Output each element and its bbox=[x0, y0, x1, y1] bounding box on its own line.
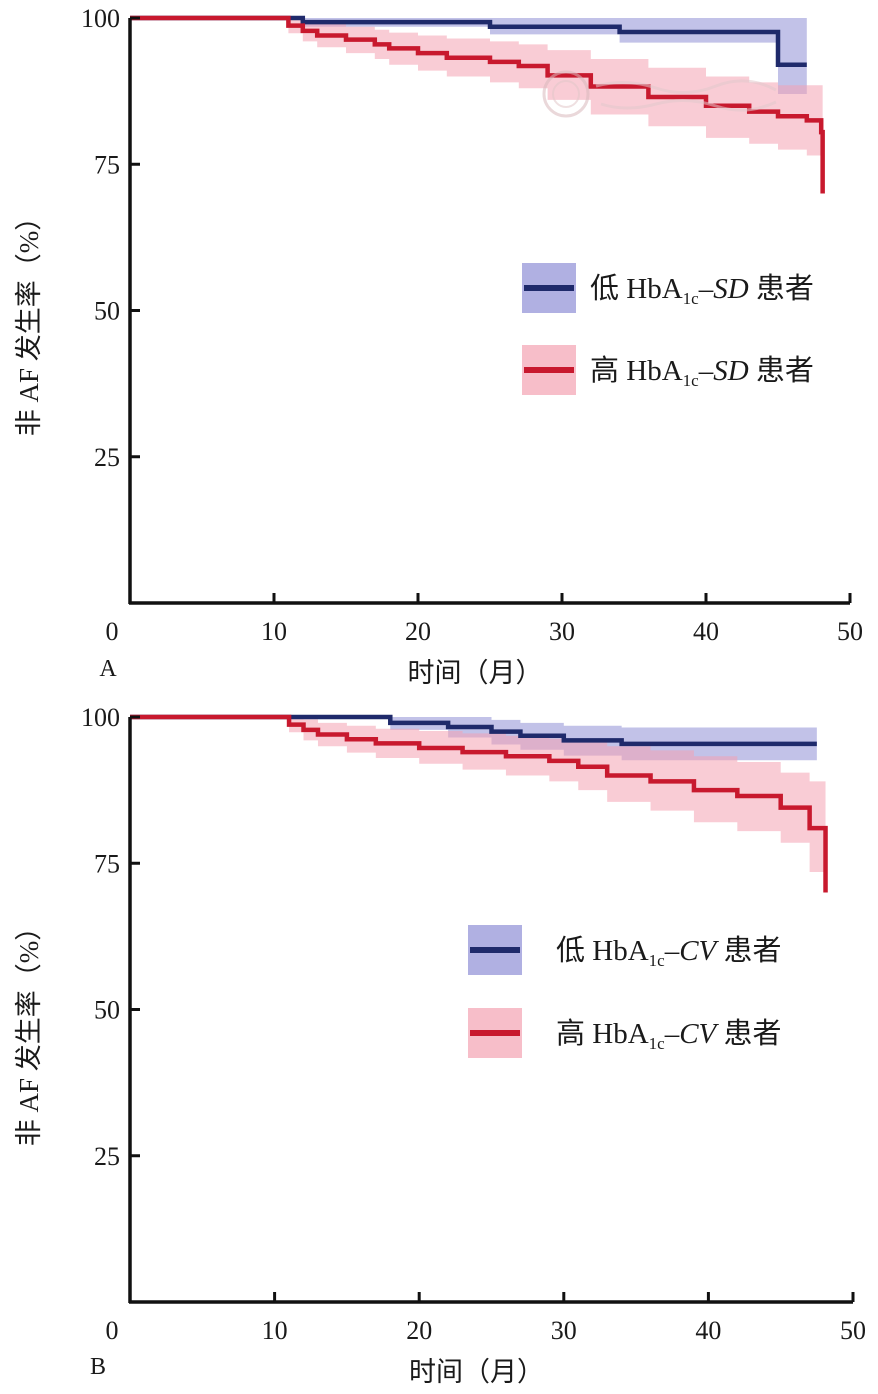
x-axis-title: 时间（月） bbox=[408, 658, 543, 688]
low-group-survival-line bbox=[130, 15, 807, 68]
panel-b: 0 10 20 30 40 50 25 50 75 100 非 AF 发生率（%） 时间（月） B 低 H… bbox=[14, 703, 866, 1387]
y-tick-label: 25 bbox=[94, 1142, 120, 1171]
y-tick-label: 75 bbox=[94, 150, 120, 179]
y-tick-label: 100 bbox=[81, 703, 120, 732]
y-axis-title: 非 AF 发生率（%） bbox=[14, 914, 44, 1147]
x-tick-label: 20 bbox=[406, 1316, 432, 1345]
high-group-survival-line bbox=[130, 15, 825, 194]
x-tick-label: 10 bbox=[262, 1316, 288, 1345]
y-tick-label: 50 bbox=[94, 996, 120, 1025]
x-tick-label: 10 bbox=[261, 617, 287, 646]
y-tick-label: 75 bbox=[94, 849, 120, 878]
panel-label: B bbox=[90, 1354, 106, 1380]
x-tick-label: 50 bbox=[840, 1316, 866, 1345]
legend-item-high: 高 HbA1c–CV 患者 bbox=[468, 1008, 782, 1058]
legend-label: 高 HbA1c–SD 患者 bbox=[590, 354, 814, 390]
y-axis-title: 非 AF 发生率（%） bbox=[14, 204, 44, 437]
high-group-survival-line bbox=[130, 714, 828, 893]
x-tick-label: 50 bbox=[837, 617, 863, 646]
legend-item-low: 低 HbA1c–SD 患者 bbox=[522, 263, 814, 313]
panel-label: A bbox=[99, 656, 117, 682]
x-tick-label: 40 bbox=[693, 617, 719, 646]
high-group-confidence-band bbox=[130, 717, 826, 893]
legend-label: 高 HbA1c–CV 患者 bbox=[556, 1017, 782, 1053]
high-group-confidence-band bbox=[130, 18, 823, 194]
low-group-confidence-band bbox=[130, 18, 807, 95]
publisher-seal-watermark bbox=[542, 70, 777, 118]
x-tick-label: 0 bbox=[106, 1316, 119, 1345]
legend-item-high: 高 HbA1c–SD 患者 bbox=[522, 345, 814, 395]
x-axis-title: 时间（月） bbox=[409, 1357, 544, 1387]
x-tick-label: 30 bbox=[549, 617, 575, 646]
low-group-survival-line bbox=[130, 714, 817, 747]
legend-label: 低 HbA1c–CV 患者 bbox=[556, 934, 782, 970]
panel-a: 0 10 20 30 40 50 25 50 75 100 非 AF 发生率（%） 时间（月） A 低 H… bbox=[14, 4, 863, 688]
legend-label: 低 HbA1c–SD 患者 bbox=[590, 272, 814, 308]
legend-item-low: 低 HbA1c–CV 患者 bbox=[468, 925, 782, 975]
y-tick-label: 50 bbox=[94, 297, 120, 326]
y-tick-label: 100 bbox=[81, 4, 120, 33]
y-tick-label: 25 bbox=[94, 443, 120, 472]
x-tick-label: 30 bbox=[551, 1316, 577, 1345]
x-tick-label: 20 bbox=[405, 617, 431, 646]
x-tick-label: 0 bbox=[106, 617, 119, 646]
x-tick-label: 40 bbox=[695, 1316, 721, 1345]
